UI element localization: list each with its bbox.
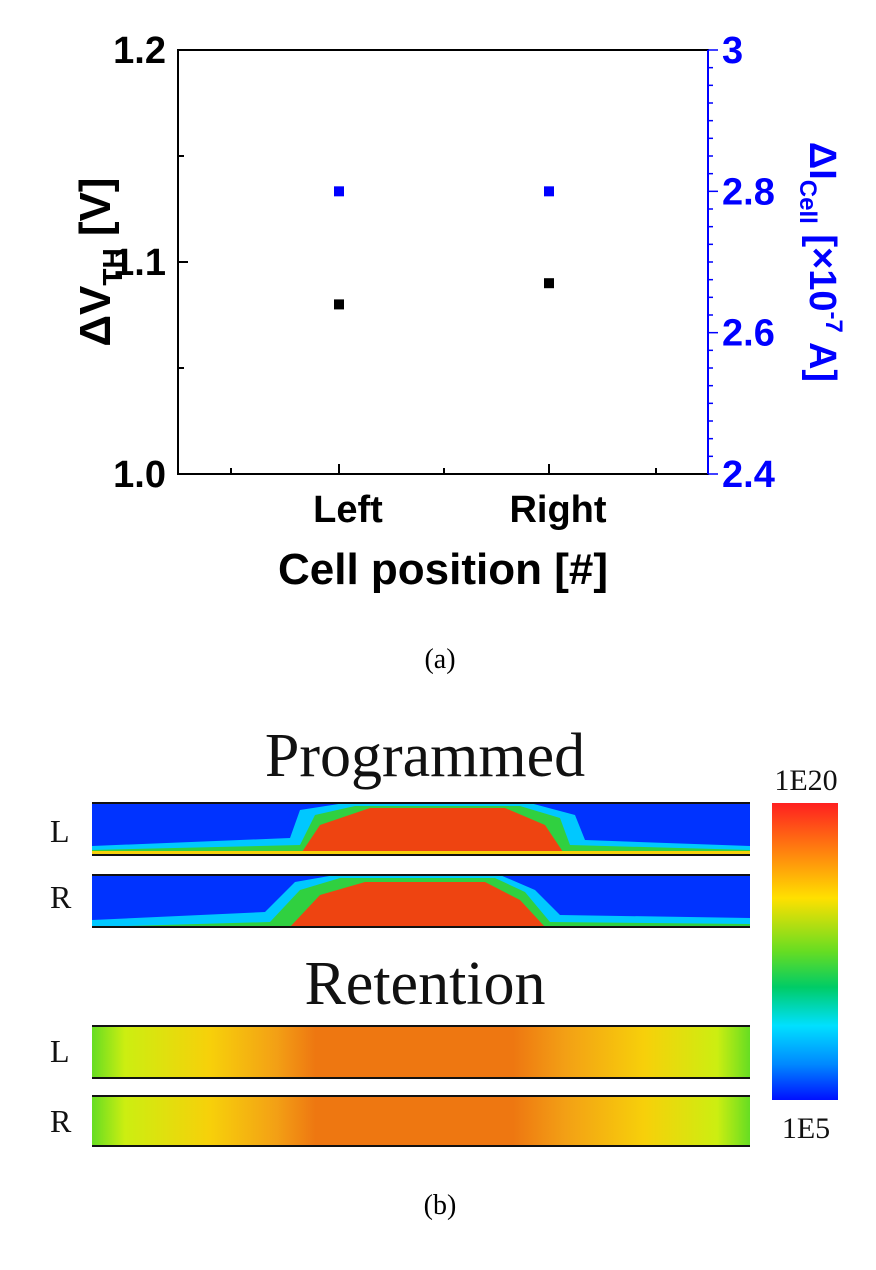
x-axis-ticks: Left Right: [230, 464, 657, 531]
left-tick-label: 1.1: [113, 242, 166, 284]
data-points: [334, 186, 554, 310]
caption-b: (b): [424, 1190, 457, 1221]
colorbar: [772, 803, 838, 1100]
right-tick-label: 3: [722, 30, 743, 72]
right-tick-label: 2.6: [722, 313, 775, 355]
x-tick-label: Left: [313, 489, 383, 531]
row-label-programmed-r: R: [50, 879, 72, 915]
colorbar-min-label: 1E5: [782, 1112, 830, 1145]
left-tick-label: 1.0: [113, 454, 166, 496]
row-label-retention-l: L: [50, 1033, 70, 1069]
x-tick-label: Right: [509, 489, 606, 531]
group-title-retention: Retention: [304, 950, 545, 1018]
right-tick-label: 2.4: [722, 454, 775, 496]
data-point-delta-vth: [334, 299, 344, 310]
row-label-retention-r: R: [50, 1103, 72, 1139]
heatmap-programmed-r: [92, 874, 750, 928]
right-axis-title: ΔICell [×10-7 A]: [794, 142, 847, 382]
colorbar-max-label: 1E20: [774, 764, 837, 797]
data-point-delta-icell: [544, 186, 554, 197]
heatmap-retention-r: [92, 1095, 750, 1147]
right-tick-label: 2.8: [722, 171, 775, 213]
chart-a: 1.01.11.2 2.42.62.83 Left Right ΔVTH [V] …: [71, 30, 847, 675]
group-title-programmed: Programmed: [265, 722, 585, 790]
row-label-programmed-l: L: [50, 813, 70, 849]
data-point-delta-vth: [544, 278, 554, 289]
data-point-delta-icell: [334, 186, 344, 197]
x-axis-title: Cell position [#]: [278, 545, 608, 594]
right-axis-ticks: 2.4 2.6 2.8 3: [708, 30, 775, 496]
heatmap-retention-l: [92, 1025, 750, 1079]
heatmap-programmed-l: [92, 802, 750, 856]
left-tick-label: 1.2: [113, 30, 166, 72]
caption-a: (a): [424, 644, 455, 675]
left-axis-ticks: 1.0 1.1 1.2: [113, 30, 188, 496]
left-axis-title: ΔVTH [V]: [71, 177, 128, 346]
